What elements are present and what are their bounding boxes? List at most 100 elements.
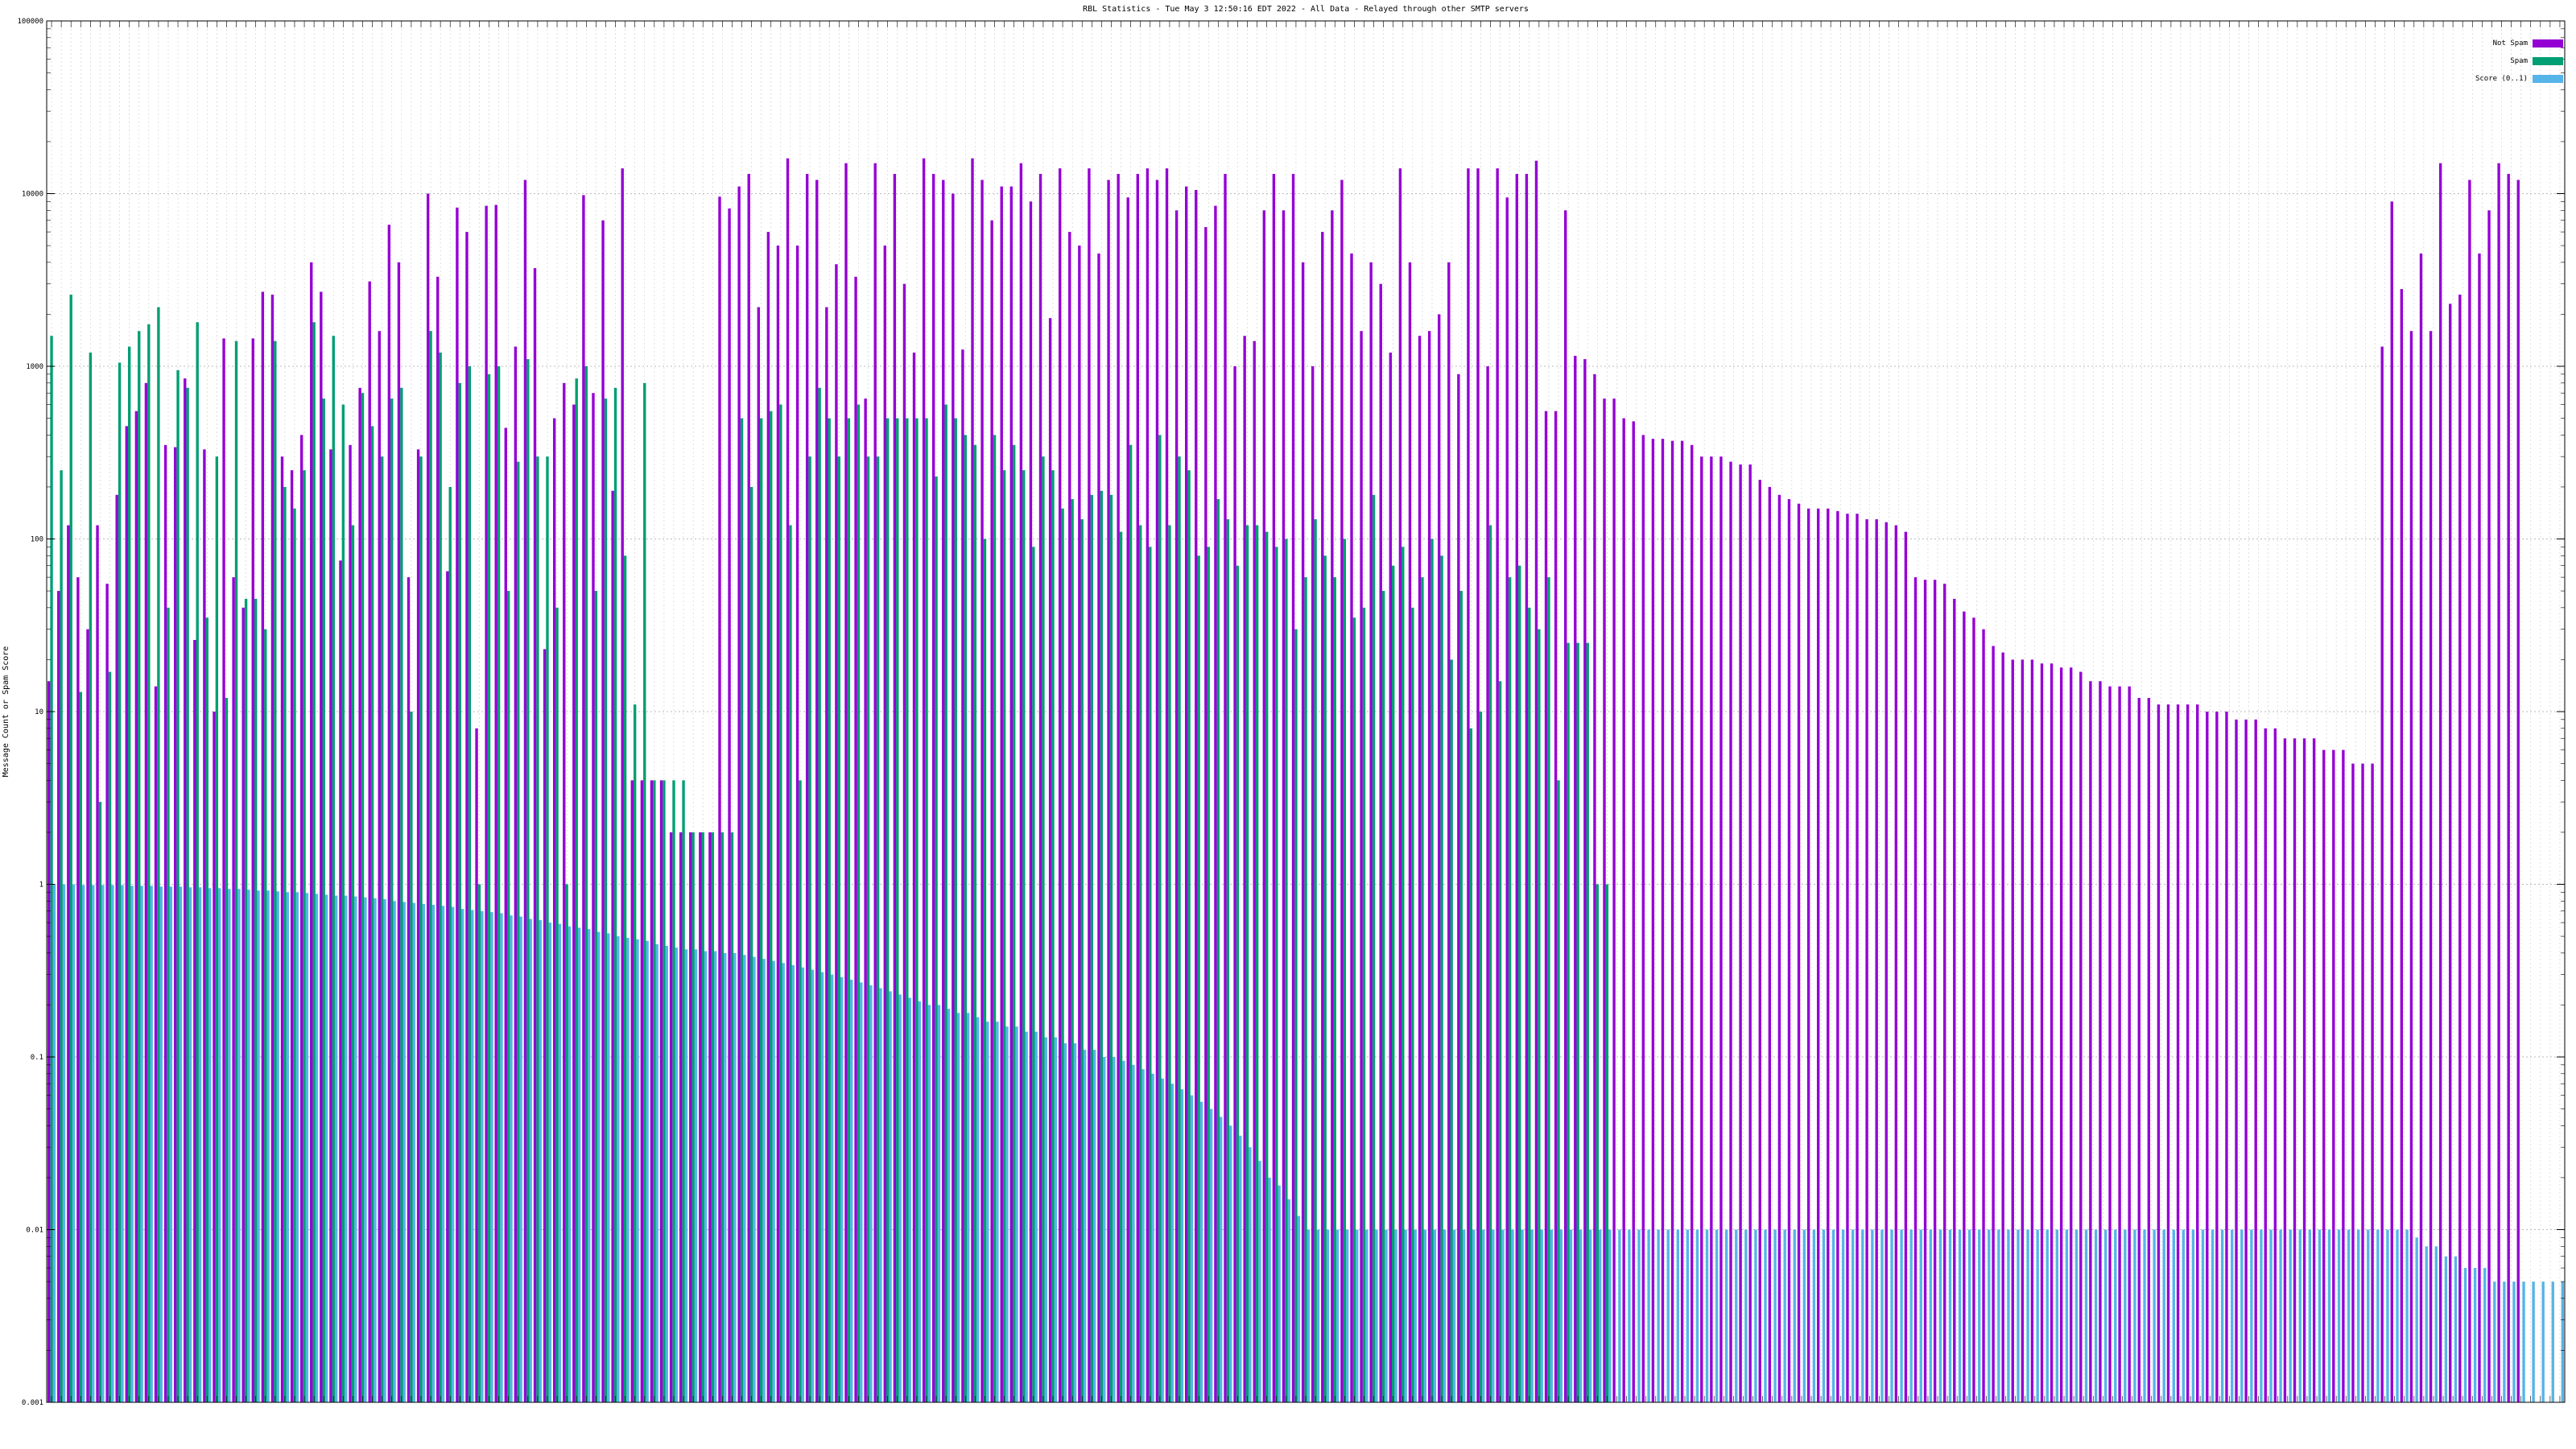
bar-spam: [1294, 629, 1298, 1402]
bar-not-spam: [514, 346, 518, 1403]
bar-spam: [1197, 555, 1200, 1403]
bar-score: [2055, 1229, 2059, 1402]
bar-not-spam: [290, 470, 294, 1402]
y-axis-label: Message Count or Spam Score: [2, 646, 10, 778]
bar-not-spam: [1943, 584, 1946, 1402]
bar-not-spam: [251, 338, 254, 1402]
bar-score: [92, 885, 95, 1402]
bar-score: [2143, 1229, 2146, 1402]
bar-not-spam: [1369, 262, 1373, 1402]
bar-not-spam: [2264, 728, 2267, 1402]
bar-score: [295, 892, 299, 1402]
bar-not-spam: [669, 832, 673, 1402]
bar-score: [2376, 1229, 2380, 1402]
bar-score: [2269, 1229, 2273, 1402]
bar-spam: [1402, 547, 1405, 1403]
bar-score: [1666, 1229, 1670, 1402]
bar-score: [811, 969, 815, 1402]
bar-score: [2124, 1229, 2127, 1402]
bar-score: [1307, 1229, 1311, 1402]
bar-spam: [497, 366, 501, 1402]
bar-score: [1414, 1229, 1417, 1402]
bar-score: [2551, 1282, 2554, 1402]
bar-not-spam: [2040, 663, 2044, 1402]
bar-score: [431, 905, 436, 1402]
bar-not-spam: [2380, 346, 2384, 1403]
bar-score: [402, 902, 406, 1402]
bar-spam: [127, 346, 131, 1403]
bar-not-spam: [601, 220, 605, 1403]
bar-not-spam: [1739, 464, 1742, 1403]
bar-spam: [215, 456, 219, 1402]
bar-spam: [283, 486, 287, 1402]
bar-not-spam: [718, 196, 721, 1402]
bar-spam: [79, 691, 82, 1402]
bar-not-spam: [844, 163, 848, 1403]
bar-spam: [69, 294, 72, 1402]
bar-not-spam: [261, 291, 265, 1403]
bar-not-spam: [1817, 508, 1820, 1402]
bar-score: [1433, 1229, 1437, 1402]
bar-score: [1249, 1147, 1252, 1402]
bar-not-spam: [2371, 763, 2374, 1402]
bar-score: [1754, 1229, 1757, 1402]
bar-score: [1034, 1031, 1038, 1402]
bar-not-spam: [436, 276, 440, 1402]
bar-score: [587, 929, 591, 1402]
bar-not-spam: [922, 158, 926, 1402]
bar-spam: [1596, 884, 1600, 1402]
bar-spam: [818, 387, 821, 1403]
bar-score: [2473, 1268, 2477, 1402]
legend-label-not-spam: Not Spam: [2493, 39, 2528, 47]
bar-score: [2327, 1229, 2331, 1402]
bar-spam: [663, 780, 666, 1402]
bar-not-spam: [708, 832, 712, 1402]
bar-not-spam: [163, 444, 167, 1403]
bar-not-spam: [154, 686, 158, 1402]
bar-spam: [1567, 642, 1570, 1402]
bar-not-spam: [1174, 210, 1179, 1402]
y-tick-label: 10000: [22, 191, 43, 199]
bar-spam: [1236, 565, 1240, 1402]
bar-not-spam: [1904, 531, 1908, 1402]
bar-not-spam: [2137, 698, 2140, 1402]
bar-score: [2153, 1229, 2156, 1402]
bar-not-spam: [2050, 663, 2054, 1402]
bar-not-spam: [115, 494, 118, 1402]
bar-not-spam: [2342, 749, 2345, 1402]
bar-not-spam: [2001, 652, 2004, 1402]
bar-spam: [439, 353, 442, 1402]
bar-score: [1599, 1229, 1602, 1402]
bar-not-spam: [864, 398, 867, 1402]
bar-spam: [468, 366, 472, 1402]
bar-score: [665, 945, 668, 1402]
bar-score: [460, 909, 464, 1402]
bar-score: [2074, 1229, 2079, 1402]
bar-not-spam: [659, 780, 663, 1402]
bar-score: [111, 885, 114, 1402]
bar-spam: [264, 629, 267, 1402]
bar-score: [713, 951, 717, 1402]
bar-spam: [886, 418, 890, 1402]
bar-not-spam: [1438, 314, 1441, 1402]
bar-not-spam: [533, 268, 537, 1402]
bar-score: [646, 940, 649, 1402]
bar-not-spam: [1933, 580, 1937, 1402]
bar-score: [558, 923, 562, 1402]
bar-score: [1715, 1229, 1719, 1402]
bar-score: [782, 963, 785, 1402]
bar-not-spam: [465, 232, 469, 1402]
bar-spam: [837, 456, 840, 1402]
bar-score: [1812, 1229, 1816, 1402]
bar-spam: [808, 456, 811, 1402]
bar-spam: [1323, 555, 1327, 1403]
bar-spam: [701, 832, 704, 1402]
bar-spam: [643, 382, 646, 1402]
y-tick-label: 0.01: [26, 1227, 43, 1235]
bar-not-spam: [2487, 210, 2491, 1402]
bar-score: [1929, 1229, 1933, 1402]
bar-score: [2308, 1229, 2312, 1402]
bar-score: [1880, 1229, 1884, 1402]
bar-spam: [1255, 525, 1259, 1402]
bar-score: [820, 972, 824, 1402]
